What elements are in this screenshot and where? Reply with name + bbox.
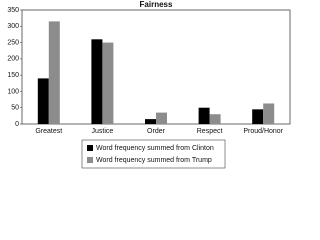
legend-label: Word frequency summed from Clinton: [96, 145, 214, 152]
y-tick-label: 200: [7, 56, 19, 63]
bar: [48, 21, 60, 124]
legend-box: [81, 139, 226, 169]
bar: [145, 119, 156, 124]
bar: [263, 103, 275, 124]
bar: [252, 109, 264, 124]
bar: [37, 78, 49, 124]
x-tick-label: Justice: [92, 128, 114, 135]
y-tick-label: 250: [7, 39, 19, 46]
y-tick-label: 150: [7, 72, 19, 79]
plot-frame: [21, 9, 291, 125]
x-tick-label: Respect: [197, 128, 223, 135]
bar: [156, 112, 167, 124]
legend-label: Word frequency summed from Trump: [96, 157, 212, 164]
legend-swatch: [87, 145, 93, 151]
legend-swatch: [87, 157, 93, 163]
bar: [209, 114, 221, 124]
y-tick-label: 100: [7, 88, 19, 95]
chart: Fairness 0 50 100 150 200 250 300 350 Greatest Ju…: [7, 0, 291, 169]
chart-title: Fairness: [140, 0, 173, 9]
y-tick-label: 0: [15, 121, 19, 128]
bar: [91, 39, 103, 124]
bar: [102, 42, 114, 125]
x-tick-label: Proud/Honor: [243, 128, 283, 135]
y-tick-label: 350: [7, 7, 19, 14]
y-tick-label: 50: [11, 105, 19, 112]
bar: [198, 107, 210, 124]
y-tick-label: 300: [7, 23, 19, 30]
x-tick-label: Order: [147, 128, 166, 135]
x-tick-label: Greatest: [35, 128, 62, 135]
